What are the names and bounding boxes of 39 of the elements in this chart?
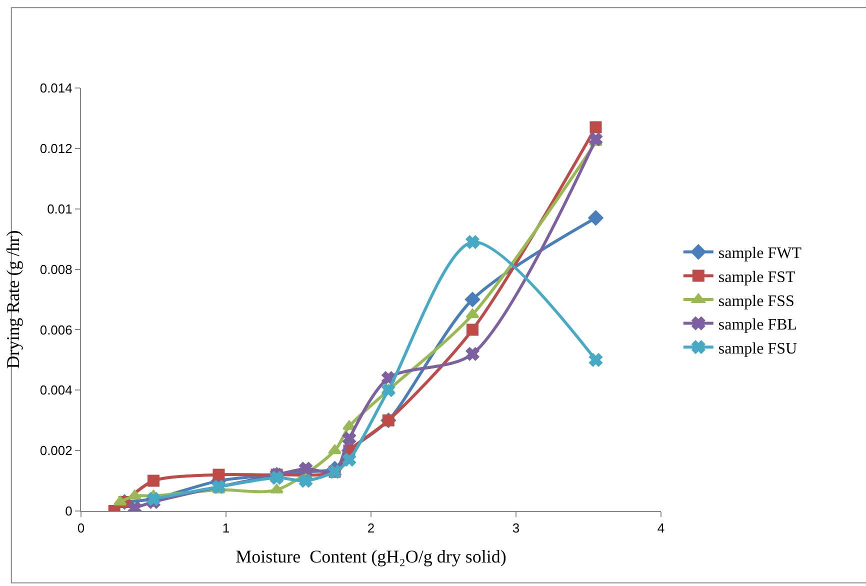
point bbox=[589, 353, 602, 367]
legend-label: sample FSS bbox=[718, 292, 794, 310]
y-tick-label: 0.012 bbox=[40, 140, 72, 156]
point bbox=[589, 132, 602, 146]
point bbox=[113, 496, 127, 506]
x-axis-title: Moisture Content (gH₂O/g dry solid) bbox=[236, 546, 506, 567]
point bbox=[590, 121, 602, 134]
y-tick-label: 0.002 bbox=[40, 443, 72, 458]
point bbox=[466, 308, 480, 318]
y-tick-label: 0.014 bbox=[40, 80, 72, 96]
point bbox=[465, 292, 480, 307]
point bbox=[342, 452, 356, 466]
y-axis-title: Drying Rate (g /hr) bbox=[3, 230, 24, 369]
point bbox=[382, 383, 396, 397]
y-tick-label: 0 bbox=[65, 504, 72, 519]
x-tick-label: 4 bbox=[657, 520, 665, 536]
point bbox=[212, 468, 225, 481]
x-tick-label: 2 bbox=[367, 520, 375, 536]
point bbox=[148, 474, 160, 487]
point bbox=[270, 471, 284, 484]
point bbox=[466, 347, 480, 361]
y-tick-label: 0.006 bbox=[40, 322, 72, 338]
y-tick-label: 0.008 bbox=[40, 262, 72, 277]
x-tick-label: 3 bbox=[512, 520, 520, 536]
point bbox=[128, 490, 142, 500]
legend-label: sample FWT bbox=[718, 245, 802, 262]
point bbox=[466, 235, 480, 249]
legend-label: sample FBL bbox=[718, 316, 798, 334]
legend-label: sample FSU bbox=[718, 340, 798, 358]
point bbox=[466, 324, 478, 336]
x-tick-label: 1 bbox=[222, 520, 230, 536]
legend-label: sample FST bbox=[718, 268, 796, 286]
y-tick-label: 0.004 bbox=[40, 382, 72, 398]
point bbox=[299, 474, 312, 488]
point bbox=[342, 432, 356, 446]
y-tick-label: 0.01 bbox=[47, 201, 72, 216]
x-tick-label: 0 bbox=[77, 520, 85, 536]
point bbox=[588, 210, 604, 226]
point bbox=[299, 462, 312, 476]
